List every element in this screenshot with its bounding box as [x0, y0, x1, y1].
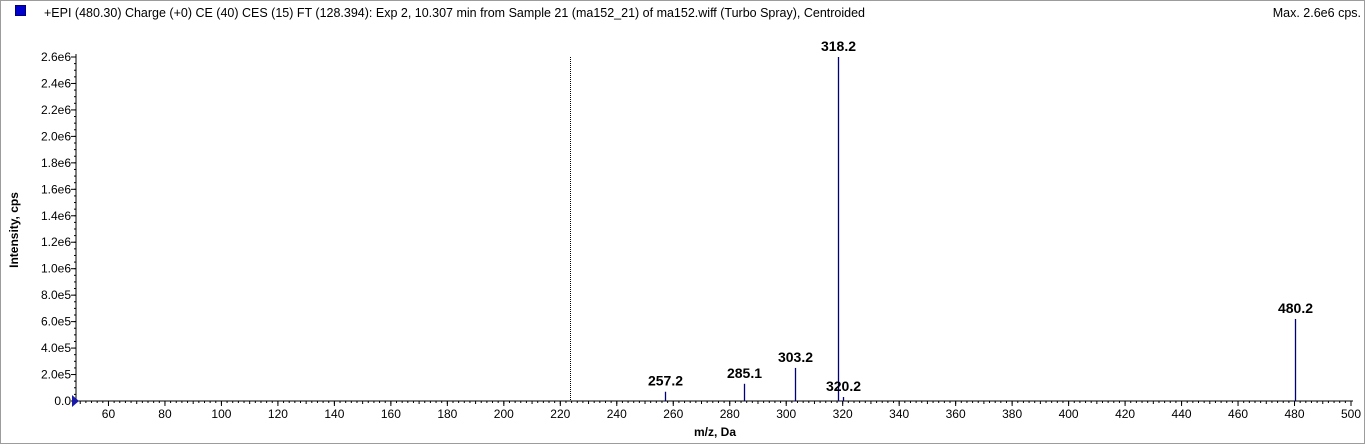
y-tick-label: 2.6e6 — [41, 50, 71, 64]
series-color-swatch[interactable] — [15, 5, 26, 16]
x-tick-label: 280 — [720, 407, 740, 421]
y-tick-label: 0.0 — [54, 394, 71, 408]
peaks — [664, 57, 1297, 401]
peak-label: 303.2 — [778, 349, 813, 365]
x-tick-label: 80 — [158, 407, 172, 421]
y-tick-label: 1.0e6 — [41, 262, 71, 276]
x-tick-label: 500 — [1341, 407, 1361, 421]
x-axis-title: m/z, Da — [694, 425, 736, 439]
y-tick-label: 1.6e6 — [41, 182, 71, 196]
origin-marker-icon[interactable] — [72, 395, 79, 407]
peak-label: 257.2 — [648, 373, 683, 389]
x-tick-label: 320 — [833, 407, 853, 421]
y-axis-title: Intensity, cps — [7, 192, 21, 268]
x-tick-label: 240 — [607, 407, 627, 421]
peak-label: 318.2 — [821, 38, 856, 54]
y-tick-label: 2.2e6 — [41, 103, 71, 117]
x-tick-label: 160 — [381, 407, 401, 421]
x-tick-label: 220 — [550, 407, 570, 421]
peak-label: 285.1 — [727, 365, 762, 381]
x-tick-label: 200 — [494, 407, 514, 421]
y-tick-label: 2.0e6 — [41, 129, 71, 143]
x-tick-label: 440 — [1172, 407, 1192, 421]
max-intensity-label: Max. 2.6e6 cps. — [1272, 6, 1361, 20]
x-tick-label: 480 — [1285, 407, 1305, 421]
x-tick-label: 360 — [946, 407, 966, 421]
chart-title: +EPI (480.30) Charge (+0) CE (40) CES (1… — [44, 6, 865, 20]
y-tick-label: 2.0e5 — [41, 368, 71, 382]
spectrum-header: +EPI (480.30) Charge (+0) CE (40) CES (1… — [0, 0, 1365, 24]
y-tick-label: 2.4e6 — [41, 76, 71, 90]
axes: 0.0 2.0e5 4.0e5 6.0e5 8.0e5 1.0e6 1.2e6 1.4e6 1.… — [41, 50, 1361, 421]
y-tick-label: 6.0e5 — [41, 315, 71, 329]
x-tick-label: 260 — [663, 407, 683, 421]
y-tick-label: 1.8e6 — [41, 156, 71, 170]
x-tick-label: 460 — [1228, 407, 1248, 421]
y-tick-label: 8.0e5 — [41, 288, 71, 302]
y-tick-label: 1.4e6 — [41, 209, 71, 223]
x-tick-label: 60 — [102, 407, 116, 421]
y-tick-label: 4.0e5 — [41, 341, 71, 355]
x-tick-label: 340 — [889, 407, 909, 421]
peak-label: 480.2 — [1278, 300, 1313, 316]
y-tick-label: 1.2e6 — [41, 235, 71, 249]
x-tick-label: 420 — [1115, 407, 1135, 421]
x-tick-label: 180 — [437, 407, 457, 421]
x-tick-label: 120 — [268, 407, 288, 421]
x-tick-label: 400 — [1059, 407, 1079, 421]
x-tick-label: 300 — [776, 407, 796, 421]
x-tick-label: 100 — [211, 407, 231, 421]
peak-label: 320.2 — [826, 378, 861, 394]
x-tick-label: 140 — [324, 407, 344, 421]
x-tick-label: 380 — [1002, 407, 1022, 421]
peak-labels: 257.2 285.1 303.2 318.2 320.2 480.2 — [648, 38, 1313, 394]
